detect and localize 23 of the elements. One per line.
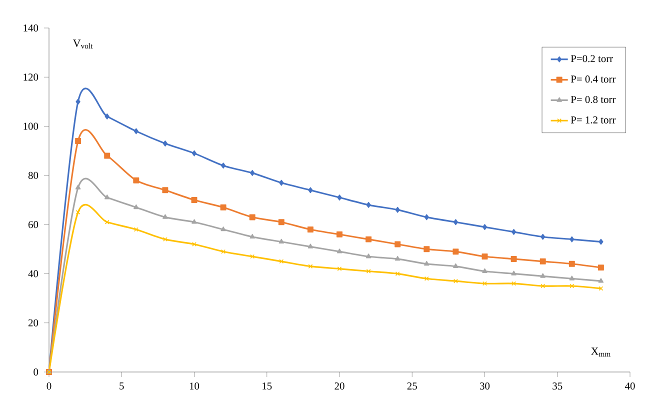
y-tick-label: 100	[24, 122, 38, 130]
y-tick-label: 0	[34, 368, 38, 376]
legend-label: P= 0.4 torr	[570, 76, 616, 83]
x-tick-label: 0	[46, 382, 52, 390]
x-tick-label: 20	[334, 382, 344, 390]
x-axis-title: X$_{mm}$	[591, 348, 611, 356]
x-tick-label: 35	[552, 382, 562, 390]
y-tick-label: 120	[24, 74, 38, 81]
y-axis-title: V$_{volt}$	[72, 40, 93, 49]
y-tick-label: 80	[28, 172, 38, 179]
x-tick-label: 15	[262, 382, 272, 390]
x-tick-label: 5	[120, 382, 124, 390]
legend-label: P=0.2 torr	[570, 55, 614, 62]
y-tick-label: 60	[28, 221, 38, 228]
x-tick-label: 40	[624, 382, 635, 390]
y-tick-label: 140	[24, 24, 38, 32]
x-tick-label: 10	[190, 382, 200, 390]
x-tick-label: 30	[480, 382, 490, 390]
y-tick-label: 20	[28, 319, 38, 326]
legend-label: P= 0.8 torr	[570, 96, 616, 104]
x-tick-label: 25	[407, 382, 417, 390]
y-tick-label: 40	[28, 270, 38, 278]
legend-label: P= 1.2 torr	[570, 116, 616, 124]
